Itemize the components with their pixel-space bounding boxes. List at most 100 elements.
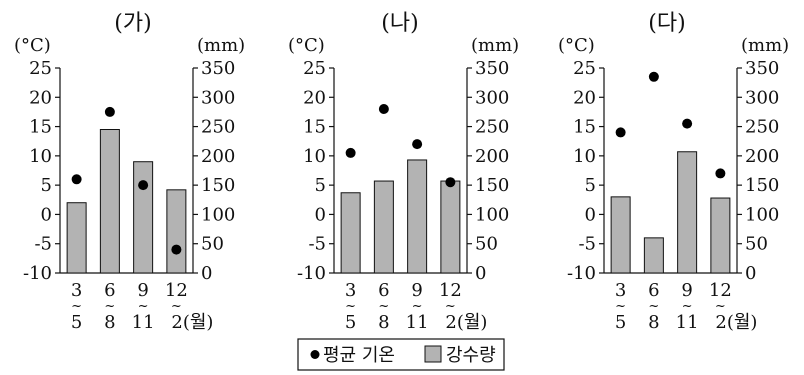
- right-tick-label: 50: [475, 234, 498, 255]
- legend-temp-label: 평균 기온: [323, 345, 395, 366]
- legend-precip-marker: [424, 345, 442, 363]
- category-label-start: 12: [709, 280, 732, 301]
- left-axis-unit: (°C): [14, 35, 51, 56]
- temp-point: [648, 71, 659, 82]
- category-label-start: 9: [681, 280, 692, 301]
- right-tick-label: 150: [201, 175, 235, 196]
- category-label-sep: ~: [171, 299, 182, 314]
- category-label-start: 6: [104, 280, 115, 301]
- precip-bar: [677, 151, 698, 274]
- category-label-end: 5: [71, 312, 82, 333]
- right-tick-label: 200: [745, 146, 779, 167]
- right-tick-label: 300: [745, 87, 779, 108]
- left-tick-label: 10: [573, 146, 596, 167]
- left-tick-label: 0: [41, 204, 52, 225]
- category-label-sep: ~: [682, 299, 693, 314]
- left-axis-unit: (°C): [558, 35, 595, 56]
- right-tick-label: 250: [745, 117, 779, 138]
- category-label-sep: ~: [412, 299, 423, 314]
- precip-bar: [373, 180, 394, 274]
- temp-point: [412, 139, 423, 150]
- temp-point: [445, 177, 456, 188]
- category-label-end: 11: [406, 312, 429, 333]
- category-label-start: 9: [137, 280, 148, 301]
- precip-bar: [643, 237, 664, 274]
- left-tick-label: -5: [308, 234, 326, 255]
- right-tick-label: 100: [475, 204, 509, 225]
- right-tick-label: 250: [201, 117, 235, 138]
- right-tick-label: 100: [201, 204, 235, 225]
- category-label-sep: ~: [615, 299, 626, 314]
- category-label-sep: ~: [445, 299, 456, 314]
- category-label-end: 11: [132, 312, 155, 333]
- right-tick-label: 150: [475, 175, 509, 196]
- category-label-end: 2(월): [715, 312, 757, 333]
- right-tick-label: 200: [475, 146, 509, 167]
- left-tick-label: 20: [573, 87, 596, 108]
- right-axis-unit: (mm): [197, 35, 245, 56]
- precip-bar: [133, 161, 154, 274]
- category-label-sep: ~: [71, 299, 82, 314]
- left-tick-label: 15: [29, 117, 52, 138]
- chart-2: (나)(°C) (mm)2520151050-5-1035030025020015…: [288, 11, 519, 333]
- chart-title: (나): [381, 11, 418, 36]
- category-label-start: 6: [648, 280, 659, 301]
- left-tick-label: 5: [41, 175, 52, 196]
- precip-bar: [66, 202, 87, 274]
- right-tick-label: 0: [745, 263, 756, 284]
- left-tick-label: -10: [23, 263, 52, 284]
- chart-3: (다)(°C) (mm)2520151050-5-1035030025020015…: [558, 11, 789, 333]
- right-tick-label: 0: [475, 263, 486, 284]
- left-tick-label: 10: [29, 146, 52, 167]
- category-label-end: 8: [648, 312, 659, 333]
- category-label-start: 12: [439, 280, 462, 301]
- left-axis-unit: (°C): [288, 35, 325, 56]
- category-label-end: 2(월): [171, 312, 213, 333]
- temp-point: [104, 106, 115, 117]
- right-tick-label: 350: [475, 58, 509, 79]
- temp-point: [171, 244, 182, 255]
- left-tick-label: 5: [315, 175, 326, 196]
- left-tick-label: 10: [303, 146, 326, 167]
- category-label-end: 5: [345, 312, 356, 333]
- right-axis-unit: (mm): [741, 35, 789, 56]
- charts-group: (가)(°C) (mm)2520151050-5-1035030025020015…: [14, 11, 789, 333]
- right-tick-label: 300: [201, 87, 235, 108]
- right-tick-label: 50: [745, 234, 768, 255]
- temp-point: [138, 180, 149, 191]
- category-label-start: 3: [615, 280, 626, 301]
- category-label-sep: ~: [104, 299, 115, 314]
- category-label-sep: ~: [345, 299, 356, 314]
- precip-bar: [710, 197, 731, 274]
- category-label-end: 2(월): [445, 312, 487, 333]
- left-tick-label: 0: [315, 204, 326, 225]
- right-tick-label: 350: [201, 58, 235, 79]
- category-label-sep: ~: [648, 299, 659, 314]
- left-tick-label: 25: [29, 58, 52, 79]
- temp-point: [615, 127, 626, 138]
- left-tick-label: 5: [585, 175, 596, 196]
- left-tick-label: 25: [573, 58, 596, 79]
- category-label-sep: ~: [378, 299, 389, 314]
- left-tick-label: -5: [578, 234, 596, 255]
- category-label-end: 11: [676, 312, 699, 333]
- temp-point: [378, 104, 389, 114]
- category-label-start: 3: [345, 280, 356, 301]
- right-tick-label: 250: [475, 117, 509, 138]
- precip-bar: [610, 196, 631, 274]
- right-tick-label: 350: [745, 58, 779, 79]
- category-label-end: 5: [615, 312, 626, 333]
- right-tick-label: 100: [745, 204, 779, 225]
- right-tick-label: 150: [745, 175, 779, 196]
- left-tick-label: 25: [303, 58, 326, 79]
- precip-bar: [340, 192, 361, 274]
- right-tick-label: 200: [201, 146, 235, 167]
- left-tick-label: 15: [573, 117, 596, 138]
- precip-bar: [99, 129, 120, 274]
- right-tick-label: 50: [201, 234, 224, 255]
- category-label-end: 8: [378, 312, 389, 333]
- category-label-start: 12: [165, 280, 188, 301]
- left-tick-label: 20: [303, 87, 326, 108]
- left-tick-label: -10: [567, 263, 596, 284]
